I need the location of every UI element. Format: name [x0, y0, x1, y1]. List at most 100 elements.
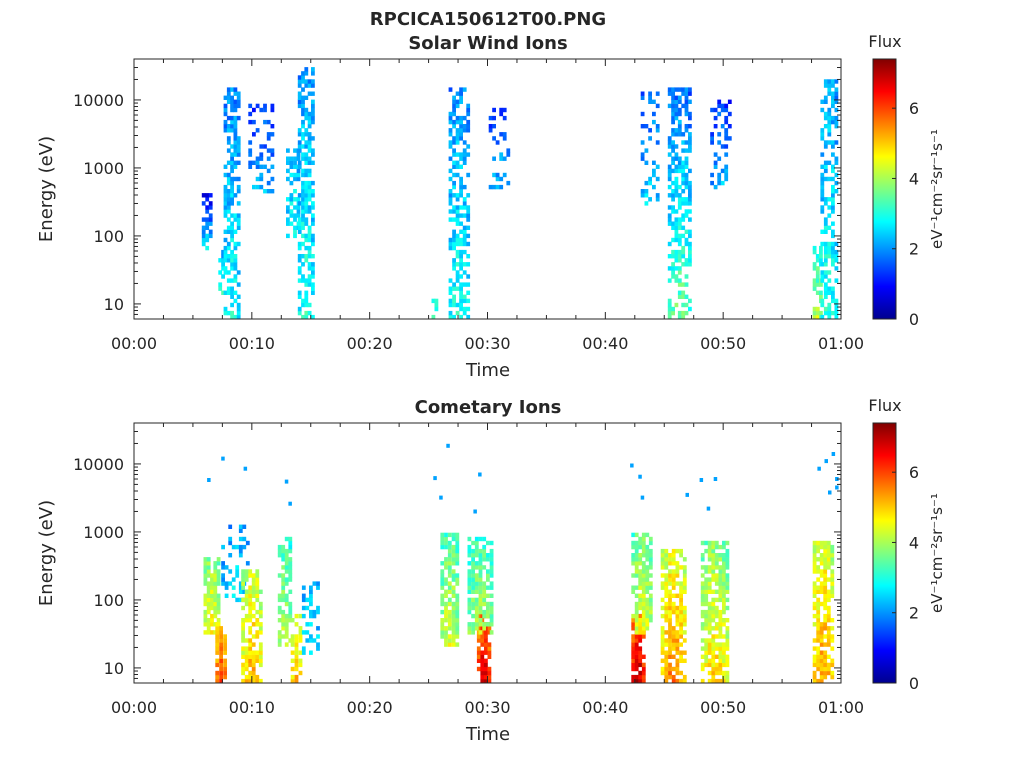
spectrogram-cell	[718, 613, 723, 619]
spectrogram-cell	[700, 589, 705, 594]
spectrogram-cell	[444, 565, 448, 570]
spectrogram-cell	[471, 601, 475, 607]
spectrogram-cell	[304, 132, 309, 137]
spectrogram-cell	[834, 119, 839, 125]
spectrogram-cell	[233, 176, 238, 182]
spectrogram-cell	[641, 577, 646, 582]
spectrogram-cell	[455, 128, 460, 133]
spectrogram-cell	[823, 662, 828, 668]
spectrogram-cell	[455, 209, 460, 214]
spectrogram-cell	[236, 201, 241, 206]
spectrogram-cell	[251, 585, 256, 590]
spectrogram-cell	[244, 674, 249, 680]
spectrogram-cell	[679, 613, 683, 619]
spectrogram-cell	[674, 128, 679, 133]
spectrogram-cell	[462, 184, 467, 190]
spectrogram-cell	[301, 136, 305, 141]
spectrogram-cell	[482, 553, 487, 558]
spectrogram-cell	[722, 662, 726, 668]
spectrogram-cell	[230, 193, 234, 198]
spectrogram-cell	[311, 282, 315, 287]
spectrogram-cell	[248, 626, 253, 631]
spectrogram-cell	[664, 548, 669, 554]
spectrogram-cell	[812, 589, 817, 594]
spectrogram-cell	[638, 597, 643, 603]
spectrogram-cell	[201, 229, 206, 234]
figure-title: RPCICA150612T00.PNG	[370, 9, 606, 30]
spectrogram-cell	[684, 140, 689, 145]
spectrogram-cell	[248, 618, 253, 623]
spectrogram-cell	[700, 613, 705, 619]
spectrogram-cell	[206, 573, 211, 578]
colorbar-label: Flux	[868, 32, 901, 51]
spectrogram-cell	[718, 544, 723, 550]
spectrogram-cell	[707, 540, 712, 546]
spectrogram-cell	[684, 184, 689, 190]
spectrogram-cell	[823, 605, 828, 611]
spectrogram-cell	[448, 111, 453, 117]
spectrogram-cell	[311, 314, 315, 320]
spectrogram-cell	[688, 217, 692, 222]
spectrogram-cell	[301, 197, 305, 202]
spectrogram-cell	[233, 119, 238, 125]
spectrogram-cell	[226, 225, 231, 230]
spectrogram-cell	[219, 666, 223, 672]
colorbar-tick-label: 6	[909, 99, 919, 118]
spectrogram-cell	[707, 565, 712, 570]
spectrogram-cell	[219, 642, 223, 647]
spectrogram-cell	[307, 205, 312, 210]
spectrogram-cell	[455, 622, 460, 627]
spectrogram-cell	[707, 618, 712, 623]
spectrogram-cell	[816, 585, 821, 590]
spectrogram-cell	[706, 506, 711, 511]
spectrogram-cell	[819, 294, 823, 299]
spectrogram-cell	[311, 107, 315, 113]
spectrogram-cell	[284, 577, 289, 582]
spectrogram-cell	[655, 91, 660, 96]
spectrogram-cell	[301, 585, 306, 590]
spectrogram-cell	[641, 654, 646, 659]
spectrogram-cell	[223, 229, 228, 234]
spectrogram-cell	[216, 573, 221, 578]
spectrogram-cell	[677, 254, 682, 259]
spectrogram-cell	[226, 290, 231, 295]
spectrogram-cell	[233, 262, 238, 267]
spectrogram-cell	[244, 650, 249, 655]
spectrogram-cell	[489, 601, 494, 607]
spectrogram-cell	[270, 148, 275, 153]
spectrogram-cell	[634, 605, 639, 611]
spectrogram-cell	[487, 670, 492, 676]
spectrogram-cell	[255, 160, 260, 165]
spectrogram-cell	[446, 443, 450, 448]
spectrogram-cell	[486, 622, 490, 627]
spectrogram-cell	[311, 213, 315, 218]
spectrogram-cell	[304, 298, 309, 304]
spectrogram-cell	[447, 638, 452, 643]
spectrogram-cell	[466, 274, 471, 279]
spectrogram-cell	[451, 573, 456, 578]
spectrogram-cell	[671, 306, 675, 312]
spectrogram-cell	[281, 618, 286, 623]
spectrogram-cell	[711, 646, 716, 651]
spectrogram-cell	[675, 646, 680, 651]
spectrogram-cell	[455, 115, 460, 121]
spectrogram-cell	[459, 124, 463, 129]
spectrogram-cell	[298, 650, 303, 655]
spectrogram-cell	[301, 213, 305, 218]
spectrogram-cell	[668, 593, 672, 598]
spectrogram-cell	[667, 306, 672, 312]
spectrogram-cell	[476, 638, 481, 643]
spectrogram-cell	[674, 209, 679, 214]
spectrogram-cell	[724, 107, 729, 113]
spectrogram-cell	[816, 618, 821, 623]
spectrogram-cell	[648, 95, 652, 100]
spectrogram-cell	[230, 168, 234, 174]
spectrogram-cell	[255, 156, 260, 161]
spectrogram-cell	[714, 678, 719, 684]
spectrogram-cell	[224, 593, 229, 598]
spectrogram-cell	[724, 119, 729, 125]
spectrogram-cell	[823, 221, 828, 226]
spectrogram-cell	[241, 650, 245, 655]
spectrogram-cell	[492, 172, 496, 178]
spectrogram-cell	[452, 95, 456, 100]
